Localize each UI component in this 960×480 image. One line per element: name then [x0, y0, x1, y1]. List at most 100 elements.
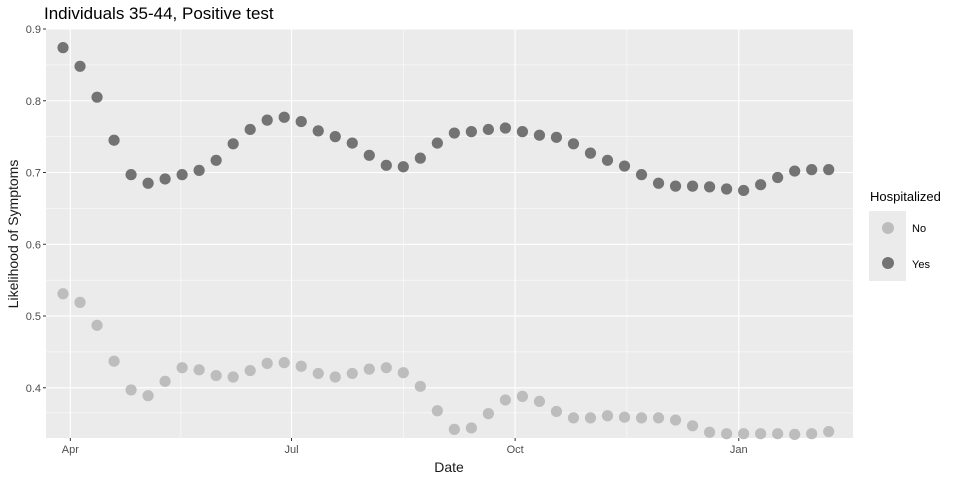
x-tick-label: Apr [62, 444, 79, 456]
point-yes [448, 127, 460, 139]
y-axis: 0.4 0.5 0.6 0.7 0.8 0.9 [26, 24, 46, 395]
point-no [618, 411, 631, 423]
y-tick-label: 0.8 [26, 96, 41, 108]
y-tick-label: 0.7 [26, 168, 41, 180]
point-yes [295, 115, 307, 128]
point-yes [91, 91, 103, 103]
point-no [465, 422, 477, 434]
point-no [686, 420, 699, 432]
point-yes [618, 160, 631, 172]
point-no [363, 363, 375, 375]
y-tick-label: 0.5 [26, 311, 41, 323]
x-tick-label: Jan [730, 444, 748, 456]
point-yes [159, 173, 171, 185]
x-tick-label: Oct [507, 444, 524, 456]
point-yes [516, 126, 529, 138]
y-tick-label: 0.4 [26, 383, 41, 395]
y-tick-label: 0.6 [26, 239, 41, 251]
point-yes [635, 169, 648, 181]
point-no [261, 357, 273, 369]
point-yes [584, 147, 597, 159]
x-axis: Apr Jul Oct Jan [62, 438, 748, 456]
point-yes [142, 177, 154, 189]
point-yes [499, 122, 512, 134]
point-yes [125, 169, 137, 181]
point-yes [669, 180, 682, 192]
point-no [142, 390, 154, 402]
point-no [635, 412, 648, 424]
point-no [499, 394, 512, 406]
point-yes [772, 171, 784, 184]
point-no [601, 410, 614, 422]
point-yes [108, 134, 120, 146]
legend-label-no: No [912, 223, 926, 235]
point-no [57, 288, 69, 300]
point-no [295, 360, 307, 372]
point-yes [721, 183, 733, 195]
point-no [772, 428, 784, 440]
point-yes [312, 125, 324, 137]
point-no [125, 384, 137, 396]
point-no [823, 425, 835, 438]
point-yes [380, 159, 392, 171]
chart-title: Individuals 35-44, Positive test [44, 4, 274, 23]
point-no [193, 364, 205, 376]
point-yes [278, 111, 290, 123]
point-yes [755, 179, 767, 191]
point-yes [806, 164, 818, 176]
point-no [567, 412, 580, 424]
legend-title: Hospitalized [870, 189, 941, 204]
point-yes [601, 154, 614, 166]
point-yes [703, 181, 716, 193]
point-yes [329, 131, 341, 143]
legend-key-yes [882, 257, 894, 269]
point-no [414, 380, 426, 392]
point-yes [74, 60, 86, 72]
point-no [448, 423, 460, 435]
point-no [584, 412, 597, 424]
point-yes [210, 154, 222, 166]
point-no [210, 369, 222, 382]
point-yes [789, 165, 801, 177]
data-points [57, 42, 835, 441]
point-no [721, 428, 733, 440]
point-no [74, 296, 86, 308]
point-no [159, 375, 171, 387]
x-tick-label: Jul [284, 444, 298, 456]
major-gridlines [46, 28, 853, 438]
point-no [278, 357, 290, 369]
point-no [380, 362, 392, 374]
legend-key-no [882, 222, 894, 234]
minor-gridlines [46, 29, 853, 438]
point-yes [550, 131, 563, 143]
point-no [516, 390, 529, 402]
point-yes [397, 161, 409, 173]
point-yes [686, 180, 699, 192]
point-no [397, 367, 409, 379]
point-yes [346, 137, 358, 149]
point-no [91, 319, 103, 331]
legend-label-yes: Yes [912, 259, 930, 271]
point-no [755, 428, 767, 440]
point-no [550, 405, 563, 418]
point-yes [176, 169, 188, 181]
point-yes [482, 123, 494, 136]
x-axis-label: Date [434, 459, 464, 475]
point-no [227, 371, 239, 383]
point-no [482, 408, 494, 420]
point-yes [465, 126, 477, 138]
point-yes [652, 177, 665, 189]
point-no [329, 371, 341, 383]
point-no [346, 367, 358, 380]
point-no [176, 362, 188, 374]
point-no [703, 426, 716, 438]
point-no [108, 355, 120, 367]
point-no [652, 412, 665, 424]
legend: Hospitalized No Yes [869, 189, 941, 281]
y-tick-label: 0.9 [26, 24, 41, 36]
point-no [533, 395, 546, 408]
point-yes [823, 164, 835, 176]
point-no [312, 367, 324, 380]
point-yes [567, 138, 580, 150]
